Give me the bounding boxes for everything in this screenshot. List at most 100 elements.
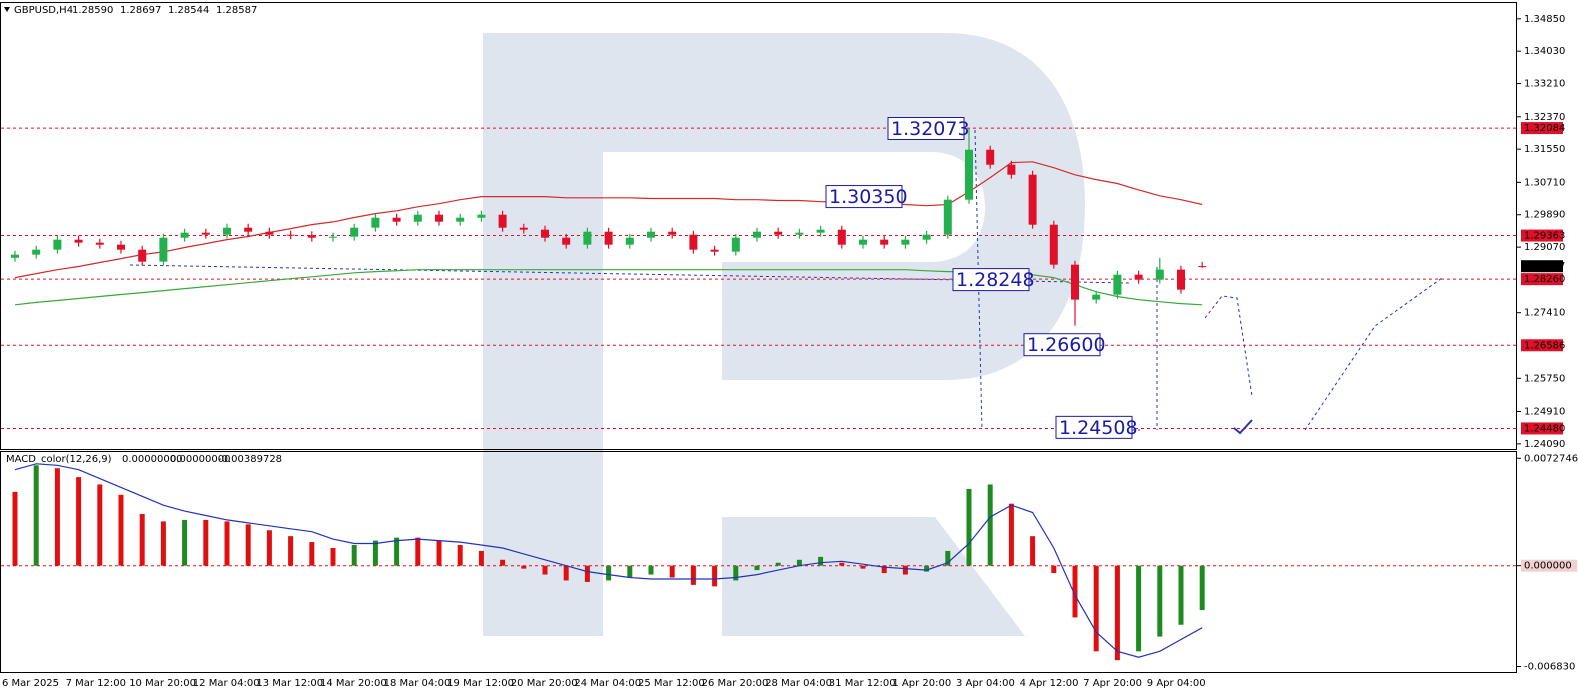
candle-body: [859, 239, 867, 245]
histogram-bar: [818, 556, 824, 566]
price-pane-frame: [0, 2, 1517, 450]
histogram-bar: [330, 547, 336, 566]
histogram-bar: [224, 521, 230, 566]
histogram-bar: [606, 565, 612, 581]
candle-body: [117, 244, 125, 250]
indicator-title: MACD_color(12,26,9): [6, 454, 112, 465]
candle-body: [32, 249, 41, 255]
x-tick-label: 13 Mar 12:00: [256, 678, 323, 689]
histogram-bar: [160, 521, 166, 566]
annotation-label: 1.30350: [829, 186, 908, 208]
histogram-bar: [351, 545, 357, 566]
y-tick-label: 1.34030: [1524, 46, 1565, 57]
histogram-bar: [839, 562, 845, 566]
y-tick-label: 1.25750: [1524, 373, 1565, 384]
candle-body: [1155, 269, 1164, 280]
y-tick-label: 1.27410: [1524, 308, 1565, 319]
histogram-bar: [966, 488, 972, 566]
histogram-bar: [860, 565, 866, 569]
zero-tag: [1521, 559, 1577, 572]
histogram-bar: [1051, 565, 1057, 574]
menu-arrow[interactable]: [4, 7, 10, 12]
histogram-bar: [775, 562, 781, 566]
histogram-bar: [12, 491, 18, 566]
x-tick-label: 20 Mar 20:00: [511, 678, 578, 689]
annotation-label: 1.24508: [1059, 417, 1138, 439]
histogram-bar: [924, 565, 930, 572]
candle-body: [435, 214, 443, 222]
candle-body: [392, 217, 401, 222]
candle-body: [562, 237, 571, 245]
histogram-bar: [457, 545, 463, 566]
current-price-tag: [1521, 260, 1563, 273]
level-tag-label: 1.24480: [1524, 423, 1565, 434]
histogram-bar: [478, 550, 484, 566]
histogram-bar: [627, 565, 633, 578]
level-tag: [1521, 273, 1563, 286]
histogram-bar: [76, 477, 82, 566]
histogram-bar: [521, 565, 527, 569]
histogram-bar: [436, 540, 442, 566]
y-tick-label: 1.29890: [1524, 210, 1565, 221]
histogram-bar: [584, 565, 590, 582]
candle-body: [731, 237, 740, 252]
y-tick-label: 1.29070: [1524, 242, 1565, 253]
y-tick-label: 1.32370: [1524, 112, 1565, 123]
y-tick-label: 1.33210: [1524, 79, 1565, 90]
histogram-bar: [500, 559, 506, 566]
annotation-label: 1.28248: [956, 269, 1035, 291]
candle-body: [837, 229, 846, 245]
level-tag-label: 1.28260: [1524, 274, 1565, 285]
candle-body: [541, 229, 549, 238]
candle-body: [95, 242, 104, 245]
y-tick-label: 1.31550: [1524, 144, 1565, 155]
candle-body: [180, 232, 189, 238]
candle-body: [816, 229, 825, 233]
histogram-bar: [563, 565, 569, 581]
x-tick-label: 31 Mar 12:00: [829, 678, 896, 689]
candle-body: [498, 214, 507, 228]
histogram-bar: [987, 484, 993, 566]
x-tick-label: 10 Mar 20:00: [129, 678, 196, 689]
x-tick-label: 18 Mar 04:00: [384, 678, 451, 689]
x-tick-label: 7 Mar 12:00: [66, 678, 126, 689]
annotation-box: [825, 185, 903, 209]
candle-body: [625, 237, 634, 245]
y-tick-label: -0.006830: [1524, 662, 1575, 673]
annotation-label: 1.32073: [891, 118, 970, 140]
annotation-box: [887, 117, 965, 141]
candle-body: [943, 199, 952, 235]
candle-body: [138, 249, 147, 262]
moving-average: [14, 161, 1203, 279]
x-tick-label: 14 Mar 20:00: [320, 678, 387, 689]
histogram-bar: [945, 550, 951, 566]
candle-body: [1177, 269, 1185, 290]
candle-body: [689, 234, 698, 250]
candle-body: [1007, 164, 1016, 175]
x-tick-label: 25 Mar 12:00: [638, 678, 705, 689]
histogram-bar: [309, 542, 315, 566]
candle-body: [477, 214, 486, 218]
histogram-bar: [1072, 565, 1078, 618]
header-value: 0.00000000: [170, 454, 230, 465]
histogram-bar: [1030, 536, 1036, 566]
target-check: [1233, 419, 1253, 435]
signal-line: [14, 463, 1203, 658]
histogram-bar: [881, 565, 887, 574]
histogram-bar: [733, 565, 739, 581]
candle-body: [201, 232, 210, 235]
candle-body: [519, 227, 528, 230]
histogram-bar: [118, 494, 124, 566]
candle-body: [329, 236, 337, 238]
candle-body: [53, 239, 62, 250]
histogram-bar: [669, 565, 675, 578]
histogram-bar: [1136, 565, 1142, 652]
level-tag: [1521, 339, 1563, 352]
candle-body: [456, 217, 465, 222]
candle-body: [1071, 264, 1079, 300]
histogram-bar: [1199, 565, 1205, 610]
candle-body: [583, 231, 592, 245]
y-tick-label: 1.34850: [1524, 14, 1565, 25]
histogram-bar: [182, 519, 188, 566]
